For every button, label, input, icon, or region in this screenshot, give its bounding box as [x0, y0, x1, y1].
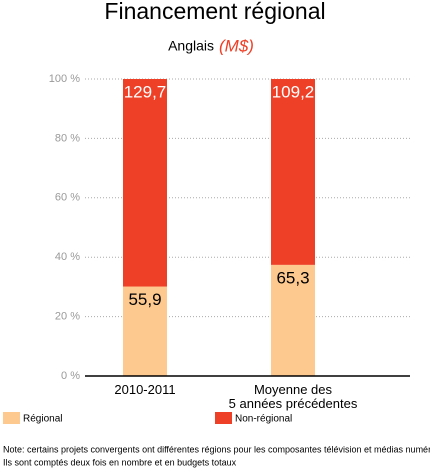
chart-subtitle: Anglais: [168, 38, 214, 54]
y-tick-label: 100 %: [49, 73, 80, 85]
legend-swatch: [3, 412, 20, 424]
value-label: 65,3: [276, 268, 309, 287]
legend-swatch: [215, 412, 232, 424]
y-tick-label: 40 %: [55, 251, 80, 263]
note: Ils sont comptés deux fois en nombre et …: [3, 457, 237, 467]
y-tick-label: 0 %: [61, 370, 80, 382]
bar-segment: [271, 79, 315, 265]
y-tick-label: 60 %: [55, 192, 80, 204]
bar-segment: [123, 286, 167, 376]
chart-title: Financement régional: [104, 0, 325, 24]
bar-segment: [123, 79, 167, 287]
y-tick-label: 80 %: [55, 132, 80, 144]
legend-label: Non-régional: [235, 414, 292, 425]
bar-segment: [271, 264, 315, 376]
legend-label: Régional: [23, 414, 62, 425]
value-label: 55,9: [128, 290, 161, 309]
value-label: 109,2: [272, 82, 315, 101]
value-label: 129,7: [124, 82, 167, 101]
x-tick-label: 2010-2011: [114, 382, 176, 397]
y-tick-label: 20 %: [55, 311, 80, 323]
unit-label: (M$): [219, 36, 254, 55]
note: Note: certains projets convergents ont d…: [3, 444, 430, 454]
x-tick-label: Moyenne des 5 années précédentes: [228, 382, 358, 411]
